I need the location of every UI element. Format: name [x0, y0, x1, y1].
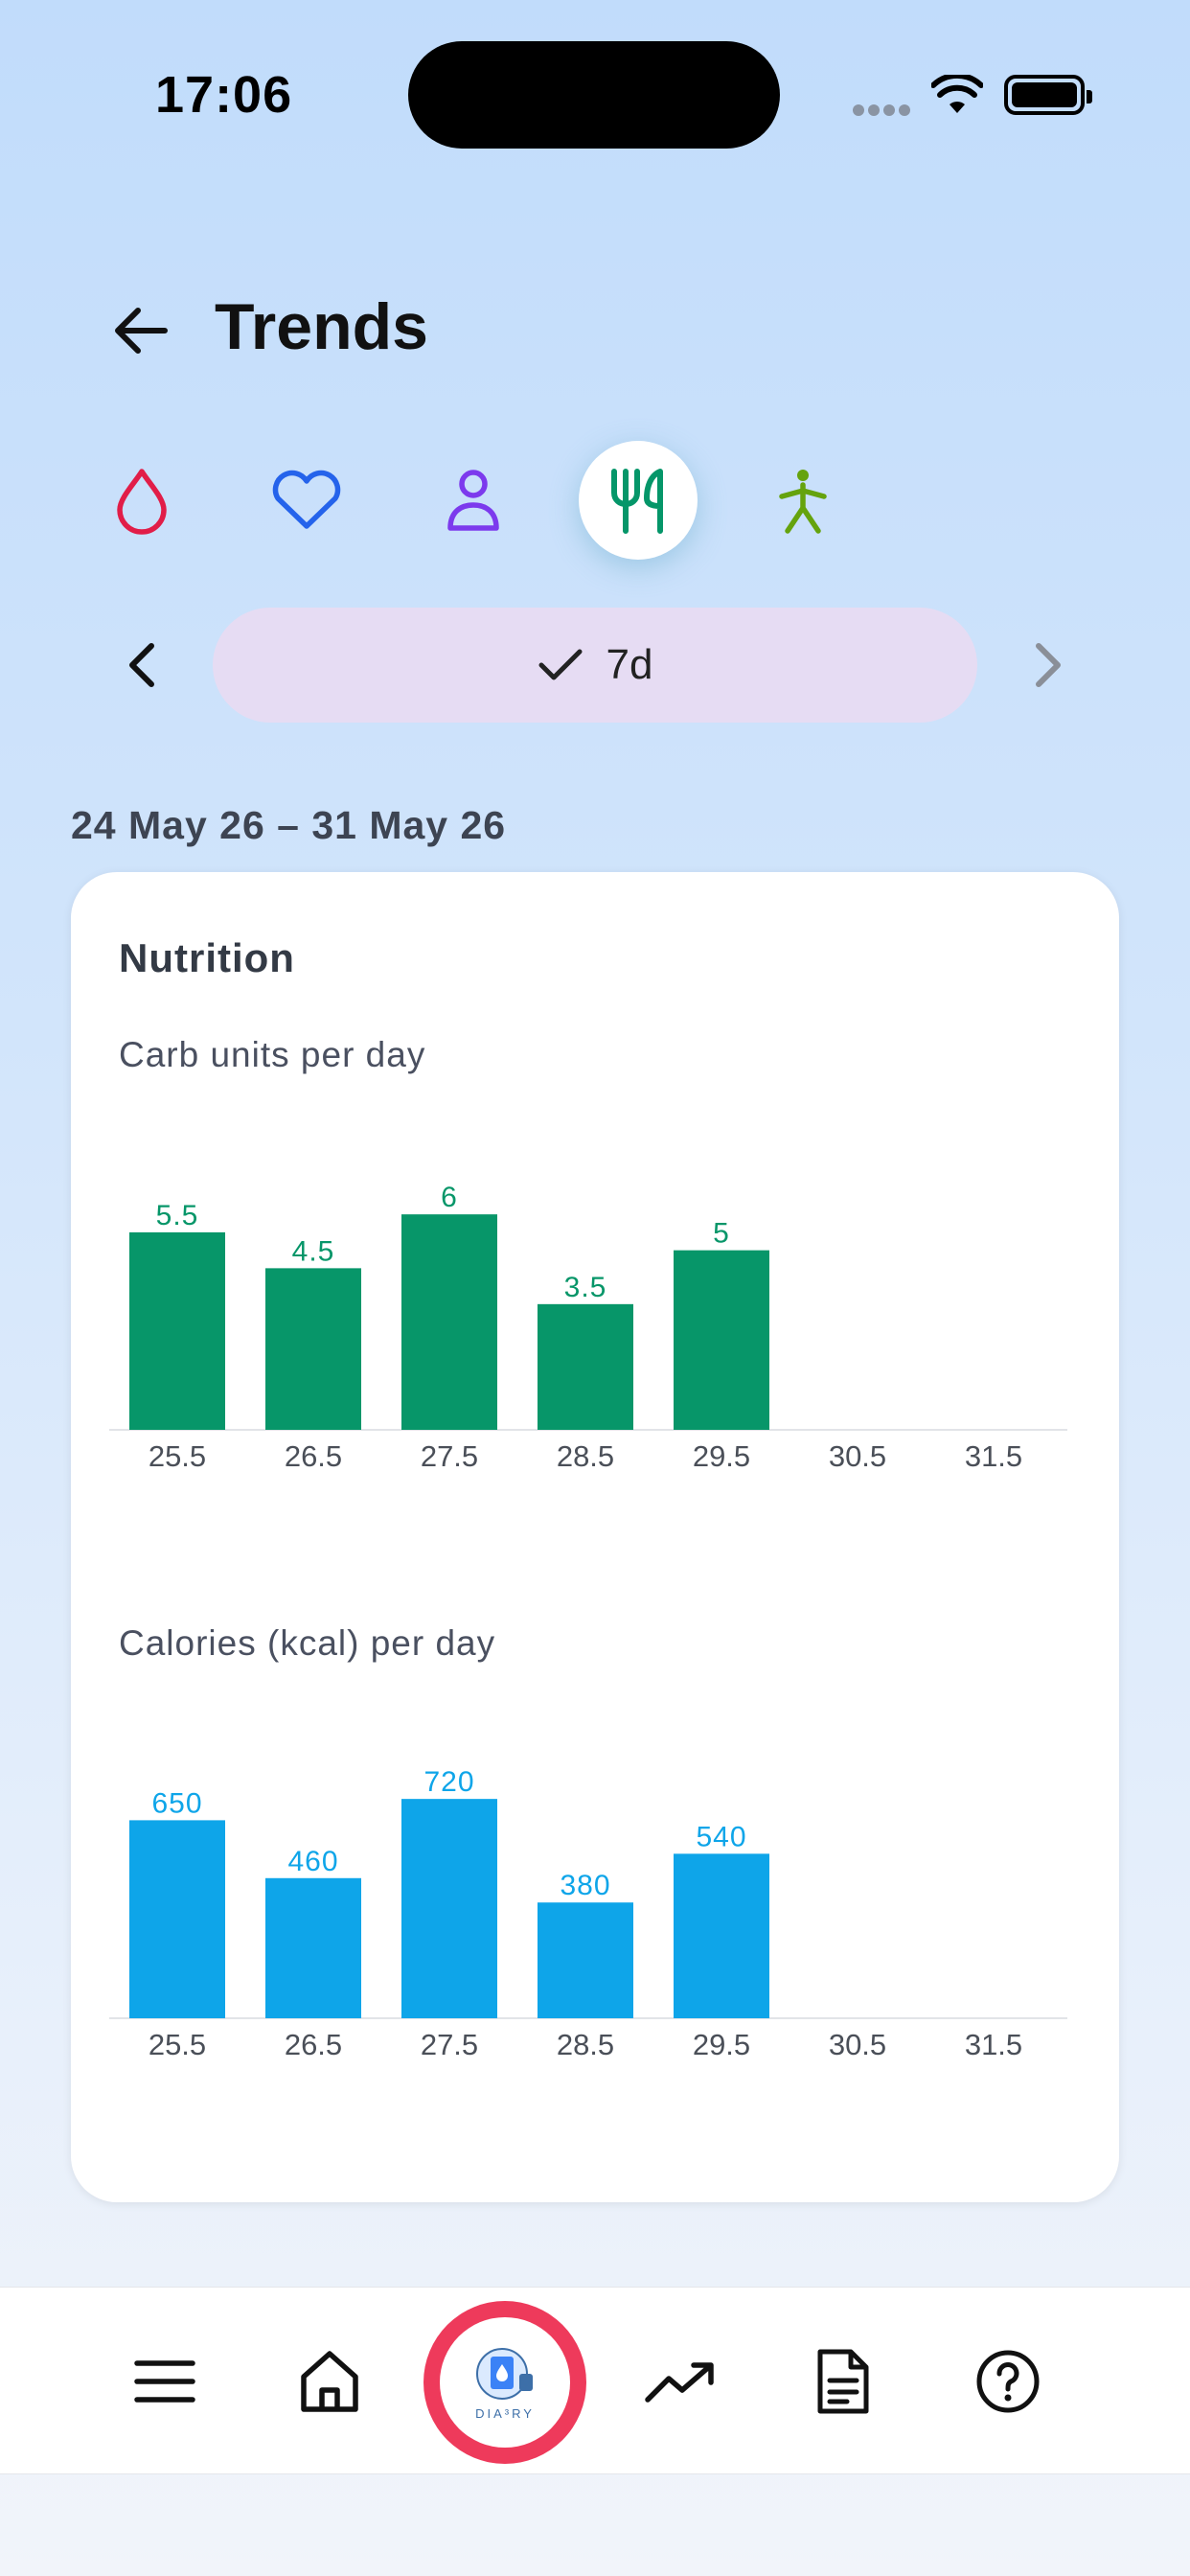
carb-tick-label: 26.5 [285, 1439, 342, 1473]
wifi-icon [930, 72, 984, 120]
carb-bar [265, 1268, 361, 1430]
carb-tick-label: 31.5 [965, 1439, 1022, 1473]
carb-bar [674, 1250, 769, 1430]
category-tabs [0, 439, 1190, 564]
carb-bar [129, 1231, 225, 1430]
carb-value-label: 5.5 [156, 1200, 199, 1231]
tab-heart[interactable] [247, 441, 366, 560]
calories-value-label: 460 [287, 1846, 338, 1877]
menu-icon [134, 2360, 195, 2403]
chevron-left-icon [129, 643, 154, 687]
calories-chart-title: Calories (kcal) per day [119, 1623, 496, 1663]
trending-up-icon [645, 2362, 714, 2403]
status-time: 17:06 [155, 66, 293, 124]
calories-bar [129, 1820, 225, 2018]
home-icon [301, 2351, 358, 2412]
carb-units-chart: 5.5 25.5 4.5 26.5 6 27.5 3.5 28.5 5 29.5 30.5 31.5 [109, 1182, 1067, 1473]
tab-glucose[interactable] [82, 441, 201, 560]
back-button[interactable] [107, 297, 174, 364]
chevron-right-icon [1036, 643, 1061, 687]
tab-nutrition[interactable] [579, 441, 698, 560]
carb-value-label: 3.5 [564, 1272, 607, 1303]
bottom-nav: DIA³RY [0, 2287, 1190, 2474]
next-period-button[interactable] [1016, 634, 1077, 696]
nutrition-card: Nutrition Carb units per day 5.5 25.5 4.5 2… [71, 872, 1119, 2202]
diary-logo-icon [476, 2347, 533, 2400]
dynamic-island [408, 41, 780, 149]
previous-period-button[interactable] [113, 634, 174, 696]
calories-bar [674, 1853, 769, 2018]
carb-chart-title: Carb units per day [119, 1035, 426, 1074]
carb-tick-label: 28.5 [557, 1439, 614, 1473]
header: Trends [0, 278, 1190, 374]
tab-weight[interactable] [414, 441, 533, 560]
calories-tick-label: 29.5 [693, 2028, 750, 2061]
help-icon [976, 2350, 1040, 2413]
fork-knife-icon [611, 469, 663, 534]
date-range-label: 24 May 26 – 31 May 26 [71, 803, 507, 847]
tab-activity[interactable] [744, 441, 862, 560]
nav-reports-button[interactable] [795, 2334, 891, 2429]
calories-value-label: 380 [560, 1870, 610, 1901]
walking-icon [779, 470, 827, 534]
calories-tick-label: 27.5 [421, 2028, 478, 2061]
calories-chart: 650 25.5 460 26.5 720 27.5 380 28.5 540 29.5 30.5 3… [109, 1766, 1067, 2061]
document-icon [817, 2349, 869, 2414]
carb-tick-label: 30.5 [829, 1439, 886, 1473]
range-selector: 7d [0, 606, 1190, 724]
nav-home-button[interactable] [282, 2334, 378, 2429]
range-label: 7d [606, 641, 653, 688]
person-icon [447, 470, 499, 531]
carb-tick-label: 27.5 [421, 1439, 478, 1473]
nav-trends-button[interactable] [632, 2334, 728, 2429]
range-7d-chip[interactable]: 7d [213, 608, 977, 723]
diary-logo: DIA³RY [440, 2317, 570, 2448]
arrow-left-icon [115, 308, 168, 354]
carb-tick-label: 25.5 [149, 1439, 206, 1473]
calories-value-label: 540 [696, 1821, 746, 1852]
calories-tick-label: 30.5 [829, 2028, 886, 2061]
check-icon [538, 649, 583, 680]
page-title: Trends [215, 290, 428, 363]
logo-text: DIA³RY [475, 2405, 535, 2421]
nav-menu-button[interactable] [117, 2334, 213, 2429]
carb-tick-label: 29.5 [693, 1439, 750, 1473]
calories-tick-label: 25.5 [149, 2028, 206, 2061]
carb-bar [401, 1214, 497, 1430]
carb-value-label: 5 [713, 1218, 730, 1250]
calories-bar [265, 1877, 361, 2018]
cellular-signal-icon [853, 104, 914, 121]
drop-icon [117, 469, 167, 535]
card-title: Nutrition [119, 935, 295, 980]
nav-diary-button[interactable]: DIA³RY [423, 2301, 586, 2464]
calories-tick-label: 28.5 [557, 2028, 614, 2061]
carb-value-label: 6 [441, 1182, 458, 1213]
calories-tick-label: 26.5 [285, 2028, 342, 2061]
calories-tick-label: 31.5 [965, 2028, 1022, 2061]
calories-bar [401, 1799, 497, 2018]
heart-icon [272, 470, 341, 529]
calories-bar [538, 1902, 633, 2018]
battery-icon [1004, 75, 1092, 115]
calories-value-label: 720 [423, 1766, 474, 1798]
status-bar: 17:06 [0, 0, 1190, 192]
calories-value-label: 650 [151, 1787, 202, 1819]
carb-bar [538, 1303, 633, 1430]
carb-value-label: 4.5 [292, 1235, 335, 1267]
nav-help-button[interactable] [960, 2334, 1056, 2429]
